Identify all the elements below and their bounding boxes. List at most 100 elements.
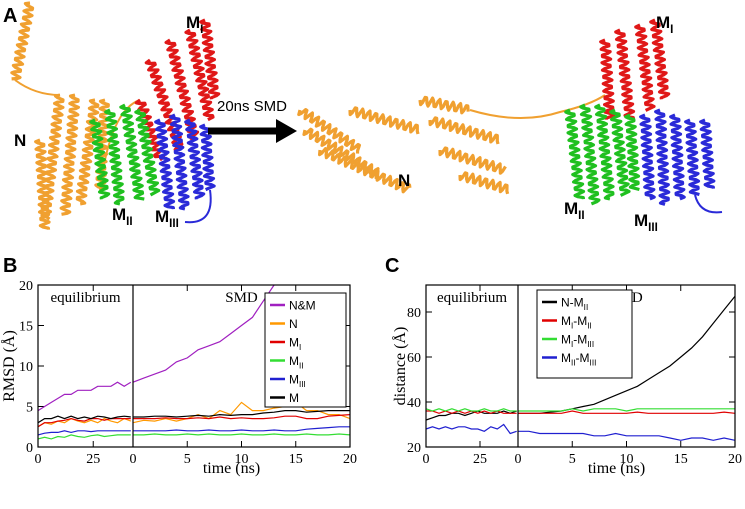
series-line	[37, 415, 131, 424]
legend-label: MI	[289, 336, 301, 353]
helix	[59, 93, 80, 216]
x-tick-label: 0	[515, 452, 522, 467]
series-line	[37, 417, 131, 428]
structure-label: MII	[564, 199, 585, 222]
label-part: M	[561, 351, 571, 365]
segment-annotation: equilibrium	[51, 290, 121, 306]
series-line	[37, 381, 132, 412]
helix	[104, 108, 125, 206]
loop	[694, 194, 723, 214]
label-part: M	[634, 211, 648, 230]
y-tick-label: 80	[407, 306, 421, 321]
arrow-head	[276, 119, 297, 143]
label-part: -M	[576, 351, 590, 365]
helix	[614, 28, 636, 120]
helix	[639, 113, 656, 201]
label-part: M	[155, 207, 169, 226]
label-part: N	[398, 171, 410, 190]
helix	[169, 113, 190, 211]
series-line	[518, 408, 735, 412]
legend-label: M	[289, 391, 299, 405]
series-line	[132, 401, 351, 424]
loop	[184, 189, 212, 224]
series-line	[37, 430, 131, 436]
legend-label: MII-MIII	[561, 351, 596, 368]
x-tick-label: 0	[35, 452, 42, 467]
label-part: M	[112, 205, 126, 224]
structure-label: MI	[186, 13, 203, 36]
label-part: M	[289, 336, 299, 350]
helix	[184, 28, 215, 122]
helix	[199, 18, 221, 100]
helix	[428, 116, 500, 145]
series-line	[518, 295, 736, 414]
x-tick-label: 15	[674, 452, 688, 467]
x-tick-label: 5	[569, 452, 576, 467]
helix	[348, 106, 420, 135]
y-tick-label: 5	[26, 401, 33, 416]
segment-annotation: equilibrium	[437, 290, 507, 306]
series-line	[518, 410, 736, 414]
helix	[579, 103, 601, 206]
helix	[594, 103, 615, 201]
subscript: II	[587, 322, 592, 331]
helix	[10, 1, 35, 81]
plot-frame	[37, 284, 351, 448]
series-line	[133, 410, 350, 418]
x-tick-label: 0	[423, 452, 430, 467]
series-line	[425, 423, 517, 435]
series-line	[133, 433, 351, 436]
helix	[199, 123, 216, 192]
subscript: III	[648, 222, 658, 234]
panel-label: A	[3, 5, 17, 27]
series-line	[133, 426, 350, 432]
label-part: M	[656, 13, 670, 32]
series-line	[133, 414, 351, 420]
helix	[297, 108, 361, 154]
series-line	[132, 284, 275, 383]
subscript: II	[571, 359, 576, 368]
helix	[699, 118, 716, 189]
y-tick-label: 20	[19, 279, 33, 294]
helix	[318, 147, 412, 194]
label-part: M	[561, 314, 571, 328]
helix	[438, 146, 507, 175]
plot-frame	[425, 284, 736, 448]
panel-label: C	[385, 255, 399, 277]
structure-label: MIII	[634, 211, 658, 234]
y-tick-label: 15	[19, 320, 33, 335]
legend-label: N-MII	[561, 296, 588, 313]
helix	[649, 18, 671, 100]
legend-label: MI-MIII	[561, 333, 594, 350]
segment-annotation: SMD	[225, 290, 258, 306]
x-tick-label: 20	[343, 452, 357, 467]
x-tick-label: 0	[130, 452, 137, 467]
helix	[75, 98, 100, 206]
x-tick-label: 10	[620, 452, 634, 467]
x-tick-label: 25	[473, 452, 487, 467]
label-part: M	[289, 354, 299, 368]
arrow-label: 20ns SMD	[217, 98, 287, 115]
x-axis-label: time (ns)	[588, 460, 645, 477]
subscript: I	[571, 340, 573, 349]
subscript: II	[584, 303, 589, 312]
legend-label: MII	[289, 354, 304, 371]
subscript: II	[126, 216, 132, 228]
legend-label: MIII	[289, 373, 306, 390]
subscript: I	[299, 343, 301, 352]
legend-label: N	[289, 317, 298, 331]
x-tick-label: 25	[86, 452, 100, 467]
subscript: III	[169, 218, 179, 230]
subscript: III	[299, 380, 306, 389]
helix	[119, 103, 145, 201]
y-tick-label: 20	[407, 441, 421, 456]
helix	[418, 95, 470, 115]
label-part: -M	[573, 314, 587, 328]
helix	[564, 108, 586, 200]
label-part: N&M	[289, 299, 316, 313]
helix	[134, 108, 161, 197]
subscript: I	[571, 322, 573, 331]
label-part: M	[289, 373, 299, 387]
legend-label: N&M	[289, 299, 316, 313]
